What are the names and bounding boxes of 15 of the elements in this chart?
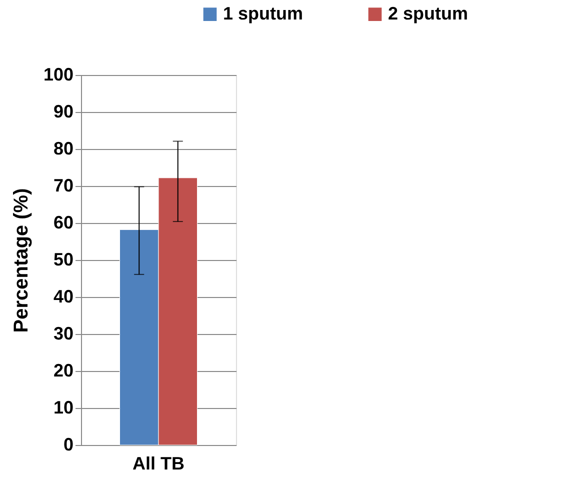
y-tick-label: 10 bbox=[53, 398, 74, 418]
y-tick-label: 0 bbox=[63, 434, 74, 454]
y-tick-label: 20 bbox=[53, 360, 74, 380]
y-tick-label: 80 bbox=[53, 138, 74, 158]
x-tick-label: All TB bbox=[132, 454, 184, 474]
y-axis-title: Percentage (%) bbox=[10, 188, 32, 333]
y-tick-label: 60 bbox=[53, 212, 74, 232]
y-tick-label: 50 bbox=[53, 250, 74, 270]
legend-label: 1 sputum bbox=[223, 3, 304, 24]
legend-label: 2 sputum bbox=[388, 3, 468, 24]
y-tick-label: 90 bbox=[53, 102, 74, 122]
y-tick-label: 40 bbox=[53, 286, 74, 306]
y-tick-label: 30 bbox=[53, 324, 74, 344]
y-tick-label: 100 bbox=[43, 64, 74, 84]
y-tick-label: 70 bbox=[53, 176, 74, 196]
